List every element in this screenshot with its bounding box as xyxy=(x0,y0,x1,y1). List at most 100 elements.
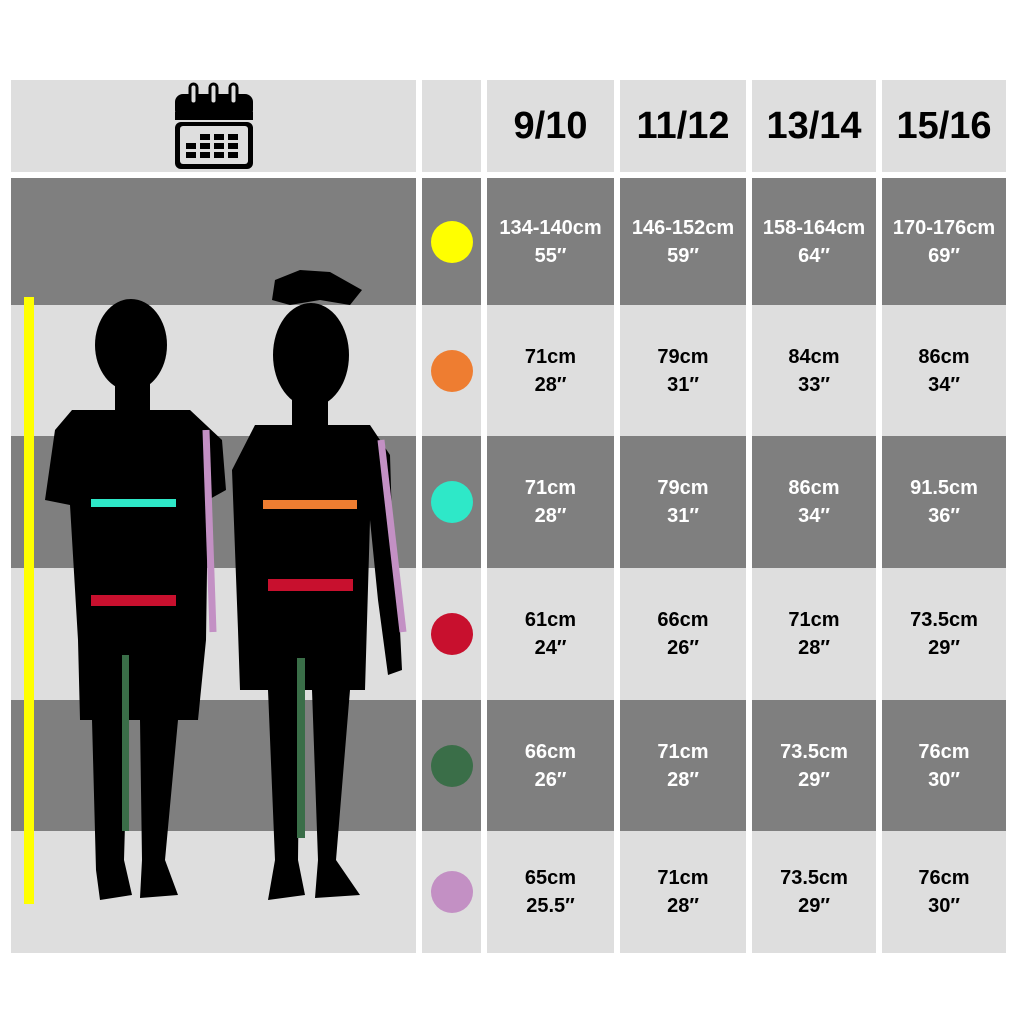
calendar-icon xyxy=(174,82,253,169)
size-value-cell: 91.5cm 36″ xyxy=(882,436,1006,568)
value-cm: 146-152cm xyxy=(631,216,735,239)
value-in: 28″ xyxy=(798,637,830,659)
value-cm: 134-140cm xyxy=(499,216,602,239)
size-value-cell: 170-176cm 69″ xyxy=(882,178,1006,305)
size-value-cell: 76cm 30″ xyxy=(882,700,1006,831)
value-cm: 76cm xyxy=(918,740,970,763)
size-value-cell: 146-152cm 59″ xyxy=(620,178,746,305)
height-color-dot xyxy=(430,220,473,263)
value-in: 31″ xyxy=(667,505,699,527)
size-value-cell: 79cm 31″ xyxy=(620,436,746,568)
value-in: 30″ xyxy=(928,895,960,917)
value-cm: 79cm xyxy=(657,345,709,368)
size-value-cell: 73.5cm 29″ xyxy=(752,700,876,831)
girl-chest-line xyxy=(263,500,357,509)
value-cm: 73.5cm xyxy=(780,740,848,763)
value-in: 33″ xyxy=(798,373,830,396)
value-in: 69″ xyxy=(928,244,960,267)
value-cm: 71cm xyxy=(524,345,577,368)
value-cm: 71cm xyxy=(657,740,709,763)
size-value-cell: 71cm 28″ xyxy=(487,436,614,568)
calendar-header-cell xyxy=(11,80,416,172)
value-cm: 84cm xyxy=(788,345,840,368)
size-value-cell: 61cm 24″ xyxy=(487,568,614,700)
marker-cell xyxy=(422,178,481,305)
girl-inseam-line xyxy=(297,658,305,838)
size-header-9-10: 9/10 xyxy=(487,80,614,172)
value-in: 36″ xyxy=(928,505,960,527)
value-cm: 61cm xyxy=(524,609,577,631)
girl-silhouette xyxy=(232,270,402,900)
marker-cell xyxy=(422,568,481,700)
value-in: 28″ xyxy=(534,373,567,396)
chest-color-dot xyxy=(430,349,473,392)
value-in: 29″ xyxy=(928,637,960,659)
girl-waist-line xyxy=(268,579,353,591)
size-value-cell: 65cm 25.5″ xyxy=(487,831,614,953)
value-in: 28″ xyxy=(667,895,699,917)
size-value-cell: 79cm 31″ xyxy=(620,305,746,436)
value-cm: 91.5cm xyxy=(910,477,978,499)
value-cm: 71cm xyxy=(657,867,709,889)
size-header-11-12: 11/12 xyxy=(620,80,746,172)
size-value-cell: 134-140cm 55″ xyxy=(487,178,614,305)
value-cm: 170-176cm xyxy=(892,216,996,239)
value-in: 25.5″ xyxy=(526,895,575,917)
size-value-cell: 66cm 26″ xyxy=(620,568,746,700)
value-in: 26″ xyxy=(534,768,567,791)
value-cm: 158-164cm xyxy=(762,216,866,239)
size-value-cell: 86cm 34″ xyxy=(882,305,1006,436)
size-value-cell: 71cm 28″ xyxy=(620,831,746,953)
size-value-cell: 66cm 26″ xyxy=(487,700,614,831)
value-cm: 66cm xyxy=(524,740,577,763)
value-in: 29″ xyxy=(798,768,830,791)
size-value-cell: 73.5cm 29″ xyxy=(882,568,1006,700)
size-value-cell: 158-164cm 64″ xyxy=(752,178,876,305)
value-cm: 86cm xyxy=(918,345,970,368)
size-value-cell: 71cm 28″ xyxy=(752,568,876,700)
boy-inseam-line xyxy=(122,655,129,831)
inseam-color-dot xyxy=(430,744,473,787)
children-silhouettes xyxy=(24,270,407,904)
size-value-cell: 71cm 28″ xyxy=(620,700,746,831)
value-cm: 71cm xyxy=(788,609,840,631)
value-cm: 86cm xyxy=(788,477,840,499)
marker-cell xyxy=(422,831,481,953)
size-value-cell: 84cm 33″ xyxy=(752,305,876,436)
boy-chest-line xyxy=(91,499,176,507)
chest-color-dot xyxy=(430,481,473,523)
sleeve-color-dot xyxy=(430,871,473,913)
size-header-15-16: 15/16 xyxy=(882,80,1006,172)
value-cm: 76cm xyxy=(918,867,970,889)
value-in: 31″ xyxy=(667,373,699,396)
marker-cell xyxy=(422,436,481,568)
value-in: 34″ xyxy=(798,505,830,527)
size-value-cell: 76cm 30″ xyxy=(882,831,1006,953)
value-cm: 73.5cm xyxy=(780,867,848,889)
value-in: 55″ xyxy=(534,244,567,267)
boy-waist-line xyxy=(91,595,176,606)
silhouette-panel xyxy=(11,178,416,953)
value-in: 24″ xyxy=(534,637,567,659)
size-value-cell: 71cm 28″ xyxy=(487,305,614,436)
value-cm: 79cm xyxy=(657,477,709,499)
value-in: 26″ xyxy=(667,637,699,659)
value-in: 64″ xyxy=(798,244,830,267)
girl-sleeve-line xyxy=(377,439,407,633)
boy-sleeve-line xyxy=(202,429,217,633)
value-in: 30″ xyxy=(928,768,960,791)
value-cm: 65cm xyxy=(524,867,577,889)
value-in: 59″ xyxy=(667,244,699,267)
value-in: 29″ xyxy=(798,895,830,917)
value-cm: 71cm xyxy=(524,477,577,499)
value-in: 34″ xyxy=(928,373,960,396)
value-in: 28″ xyxy=(667,768,699,791)
size-value-cell: 86cm 34″ xyxy=(752,436,876,568)
value-cm: 66cm xyxy=(657,609,709,631)
size-value-cell: 73.5cm 29″ xyxy=(752,831,876,953)
value-in: 28″ xyxy=(534,505,567,527)
size-header-13-14: 13/14 xyxy=(752,80,876,172)
waist-color-dot xyxy=(430,613,473,655)
marker-cell xyxy=(422,305,481,436)
boy-silhouette xyxy=(45,299,226,900)
